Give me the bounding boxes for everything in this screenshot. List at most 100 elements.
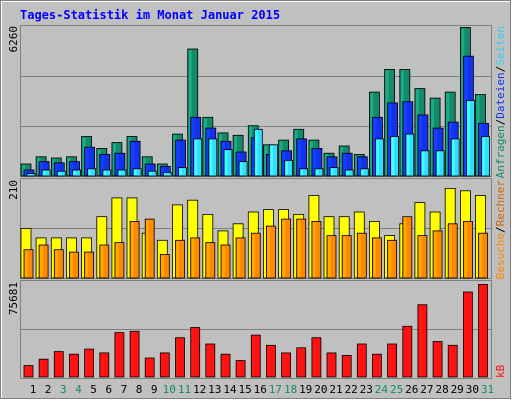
bar-highlight <box>343 356 346 376</box>
bar-highlight <box>86 253 89 277</box>
bar-highlight <box>240 163 242 175</box>
bar-highlight <box>419 306 422 376</box>
bar-highlight <box>328 354 331 376</box>
bar-highlight <box>237 362 240 377</box>
legend-visits: Besuche <box>494 233 507 279</box>
bar-highlight <box>43 171 45 175</box>
panel-kb: 75681 kB <box>7 281 507 379</box>
x-tick-label: 8 <box>136 383 143 396</box>
bar-highlight <box>464 293 467 376</box>
bar-highlight <box>346 171 348 175</box>
bar-highlight <box>210 140 212 175</box>
x-tick-label: 17 <box>269 383 282 396</box>
x-tick-label: 22 <box>345 383 358 396</box>
bar-highlight <box>116 334 119 376</box>
x-tick-label: 27 <box>420 383 433 396</box>
bar-highlight <box>389 241 392 277</box>
x-tick-label: 1 <box>30 383 37 396</box>
requests-ymax-label: 6260 <box>7 26 20 53</box>
bar-highlight <box>192 239 195 277</box>
bar-highlight <box>74 171 76 175</box>
legend-sites: Rechner <box>494 180 507 227</box>
panel-visits: 210 Besuche/Rechner <box>7 179 507 280</box>
x-tick-label: 15 <box>238 383 251 396</box>
bar-highlight <box>101 354 104 376</box>
bar-highlight <box>89 170 91 175</box>
bar-highlight <box>313 339 316 376</box>
x-tick-label: 3 <box>60 383 67 396</box>
bar-highlight <box>286 161 288 175</box>
x-tick-label: 21 <box>329 383 342 396</box>
bar-highlight <box>161 255 164 277</box>
requests-legend: Anfragen/Dateien/Seiten <box>494 26 507 178</box>
x-tick-label: 29 <box>451 383 464 396</box>
bar-highlight <box>407 135 409 175</box>
chart-title: Tages-Statistik im Monat Januar 2015 <box>20 8 280 22</box>
x-tick-label: 20 <box>314 383 327 396</box>
x-tick-label: 4 <box>75 383 82 396</box>
bar-highlight <box>283 354 286 376</box>
bar-highlight <box>252 234 255 277</box>
legend-separator: / <box>494 119 507 126</box>
bar-highlight <box>301 170 303 175</box>
x-tick-label: 28 <box>435 383 448 396</box>
bar-highlight <box>358 345 361 376</box>
bar-highlight <box>164 173 166 175</box>
bar-highlight <box>437 152 439 175</box>
bar-highlight <box>389 345 392 376</box>
bar-highlight <box>373 355 376 376</box>
bar-highlight <box>298 349 301 376</box>
bar-highlight <box>270 146 272 175</box>
bar-highlight <box>177 339 180 376</box>
bar-highlight <box>316 170 318 175</box>
bar-highlight <box>464 222 467 277</box>
x-tick-label: 31 <box>481 383 494 396</box>
x-tick-label: 9 <box>151 383 158 396</box>
x-tick-label: 30 <box>466 383 479 396</box>
bar-highlight <box>146 359 149 376</box>
bar-highlight <box>195 140 197 175</box>
bar-highlight <box>328 237 331 277</box>
bar-highlight <box>119 171 121 175</box>
kb-legend: kB <box>494 364 507 378</box>
bar-highlight <box>225 151 227 175</box>
x-tick-label: 2 <box>45 383 52 396</box>
bar-highlight <box>192 329 195 377</box>
x-tick-label: 10 <box>163 383 176 396</box>
bar-highlight <box>146 220 149 277</box>
legend-files: Dateien <box>494 72 507 118</box>
bar-highlight <box>58 172 60 175</box>
bar-highlight <box>177 241 180 277</box>
bar-highlight <box>452 140 454 175</box>
bar-highlight <box>207 345 210 376</box>
x-tick-label: 23 <box>360 383 373 396</box>
bar-highlight <box>361 170 363 175</box>
x-tick-label: 5 <box>90 383 97 396</box>
bar-highlight <box>373 239 376 277</box>
bar-highlight <box>434 343 437 377</box>
bar-highlight <box>86 350 89 376</box>
bar-highlight <box>207 244 210 277</box>
bar-highlight <box>222 355 225 376</box>
x-tick-label: 19 <box>299 383 312 396</box>
x-tick-label: 18 <box>284 383 297 396</box>
bar-highlight <box>419 237 422 277</box>
bar-highlight <box>331 169 333 175</box>
visits-ymax-label: 210 <box>7 180 20 200</box>
bar-highlight <box>422 152 424 175</box>
bar-highlight <box>267 346 270 376</box>
x-tick-label: 16 <box>254 383 267 396</box>
bar-highlight <box>404 218 407 277</box>
bar-highlight <box>40 360 43 376</box>
bar-highlight <box>101 246 104 277</box>
bar-highlight <box>376 140 378 175</box>
bar-highlight <box>104 171 106 175</box>
x-tick-label: 24 <box>375 383 389 396</box>
kb-ymax-label: 75681 <box>7 282 20 315</box>
legend-requests: Anfragen <box>494 125 507 178</box>
x-tick-label: 7 <box>121 383 128 396</box>
x-tick-label: 12 <box>193 383 206 396</box>
x-tick-label: 26 <box>405 383 418 396</box>
x-tick-label: 25 <box>390 383 403 396</box>
